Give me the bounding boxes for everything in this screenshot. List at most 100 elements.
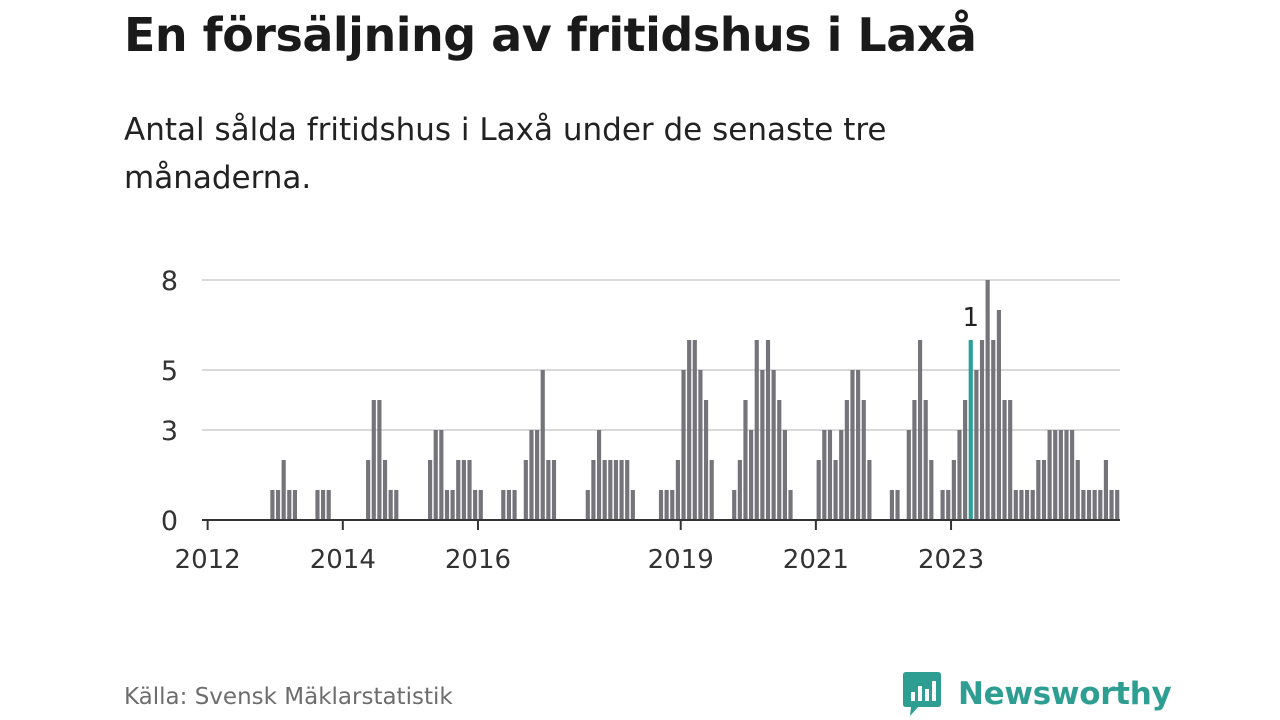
bar — [844, 400, 849, 520]
bar — [394, 490, 399, 520]
bar — [613, 460, 619, 520]
bar — [957, 430, 962, 520]
bar — [889, 490, 894, 520]
bar — [321, 490, 326, 520]
axes — [202, 519, 1120, 530]
labels: 0 3 5 8 2012 2014 2016 2019 2021 2023 1 — [161, 266, 984, 575]
bar — [1019, 490, 1024, 520]
bar — [968, 340, 973, 520]
bar — [377, 400, 382, 520]
bar — [765, 340, 771, 520]
bar — [664, 490, 669, 520]
bar — [856, 370, 861, 520]
bar — [625, 460, 630, 520]
newsworthy-logo-icon — [903, 672, 941, 716]
bar — [523, 460, 528, 520]
bar — [827, 430, 833, 520]
bar — [861, 400, 866, 520]
bar — [1036, 460, 1041, 520]
bar-value-label: 1 — [962, 303, 979, 333]
bar — [450, 490, 455, 520]
bar — [1070, 430, 1075, 520]
bar — [467, 460, 472, 520]
bar — [501, 490, 506, 520]
bar — [929, 460, 934, 520]
bar — [692, 340, 697, 520]
bar — [749, 430, 754, 520]
bar — [1081, 490, 1086, 520]
bar — [546, 460, 551, 520]
bar — [1092, 490, 1097, 520]
y-tick-label: 8 — [161, 266, 178, 297]
bar — [782, 430, 787, 520]
x-tick-label: 2016 — [445, 545, 511, 575]
bar — [1075, 460, 1080, 520]
bar — [760, 370, 765, 520]
bar — [1053, 430, 1058, 520]
bar — [473, 490, 478, 520]
bar — [658, 490, 664, 520]
bar — [326, 490, 331, 520]
x-tick-label: 2012 — [175, 545, 241, 575]
source-note: Källa: Svensk Mäklarstatistik — [124, 684, 453, 710]
bar — [1041, 460, 1047, 520]
bar — [366, 460, 371, 520]
bar — [630, 490, 635, 520]
bar — [1058, 430, 1063, 520]
bar — [1024, 490, 1030, 520]
bar — [1109, 490, 1114, 520]
bar — [619, 460, 624, 520]
bar — [439, 430, 444, 520]
bar — [974, 370, 979, 520]
bar — [1008, 400, 1013, 520]
bar — [732, 490, 737, 520]
bar — [1030, 490, 1035, 520]
bar — [444, 490, 450, 520]
bar — [743, 400, 748, 520]
bar — [771, 370, 776, 520]
bar — [777, 400, 782, 520]
bar — [1002, 400, 1007, 520]
bar — [1098, 490, 1103, 520]
bar — [687, 340, 692, 520]
y-tick-label: 0 — [161, 506, 178, 537]
bar — [940, 490, 945, 520]
bar — [946, 490, 951, 520]
bar — [608, 460, 613, 520]
bar — [512, 490, 517, 520]
bar — [816, 460, 821, 520]
bar — [895, 490, 900, 520]
bar — [382, 460, 388, 520]
bar — [456, 460, 461, 520]
bar — [1064, 430, 1069, 520]
bar — [506, 490, 512, 520]
bar — [991, 340, 996, 520]
bar — [428, 460, 433, 520]
bar — [737, 460, 742, 520]
bar — [461, 460, 466, 520]
bar — [1103, 460, 1109, 520]
bar — [292, 490, 298, 520]
bar — [985, 280, 990, 520]
bar — [433, 430, 438, 520]
x-tick-label: 2023 — [918, 545, 984, 575]
bar — [754, 340, 759, 520]
bar — [996, 310, 1001, 520]
bar — [917, 340, 923, 520]
bar — [822, 430, 827, 520]
bar — [1115, 490, 1120, 520]
bar — [535, 430, 540, 520]
bar — [839, 430, 844, 520]
bar — [287, 490, 292, 520]
x-tick-label: 2019 — [648, 545, 714, 575]
bars — [270, 280, 1120, 520]
bar — [478, 490, 483, 520]
bar — [867, 460, 872, 520]
bar — [670, 490, 675, 520]
bar — [540, 370, 545, 520]
bar — [281, 460, 286, 520]
bar — [979, 340, 985, 520]
bar — [963, 400, 968, 520]
bar — [596, 430, 602, 520]
bar — [703, 400, 709, 520]
